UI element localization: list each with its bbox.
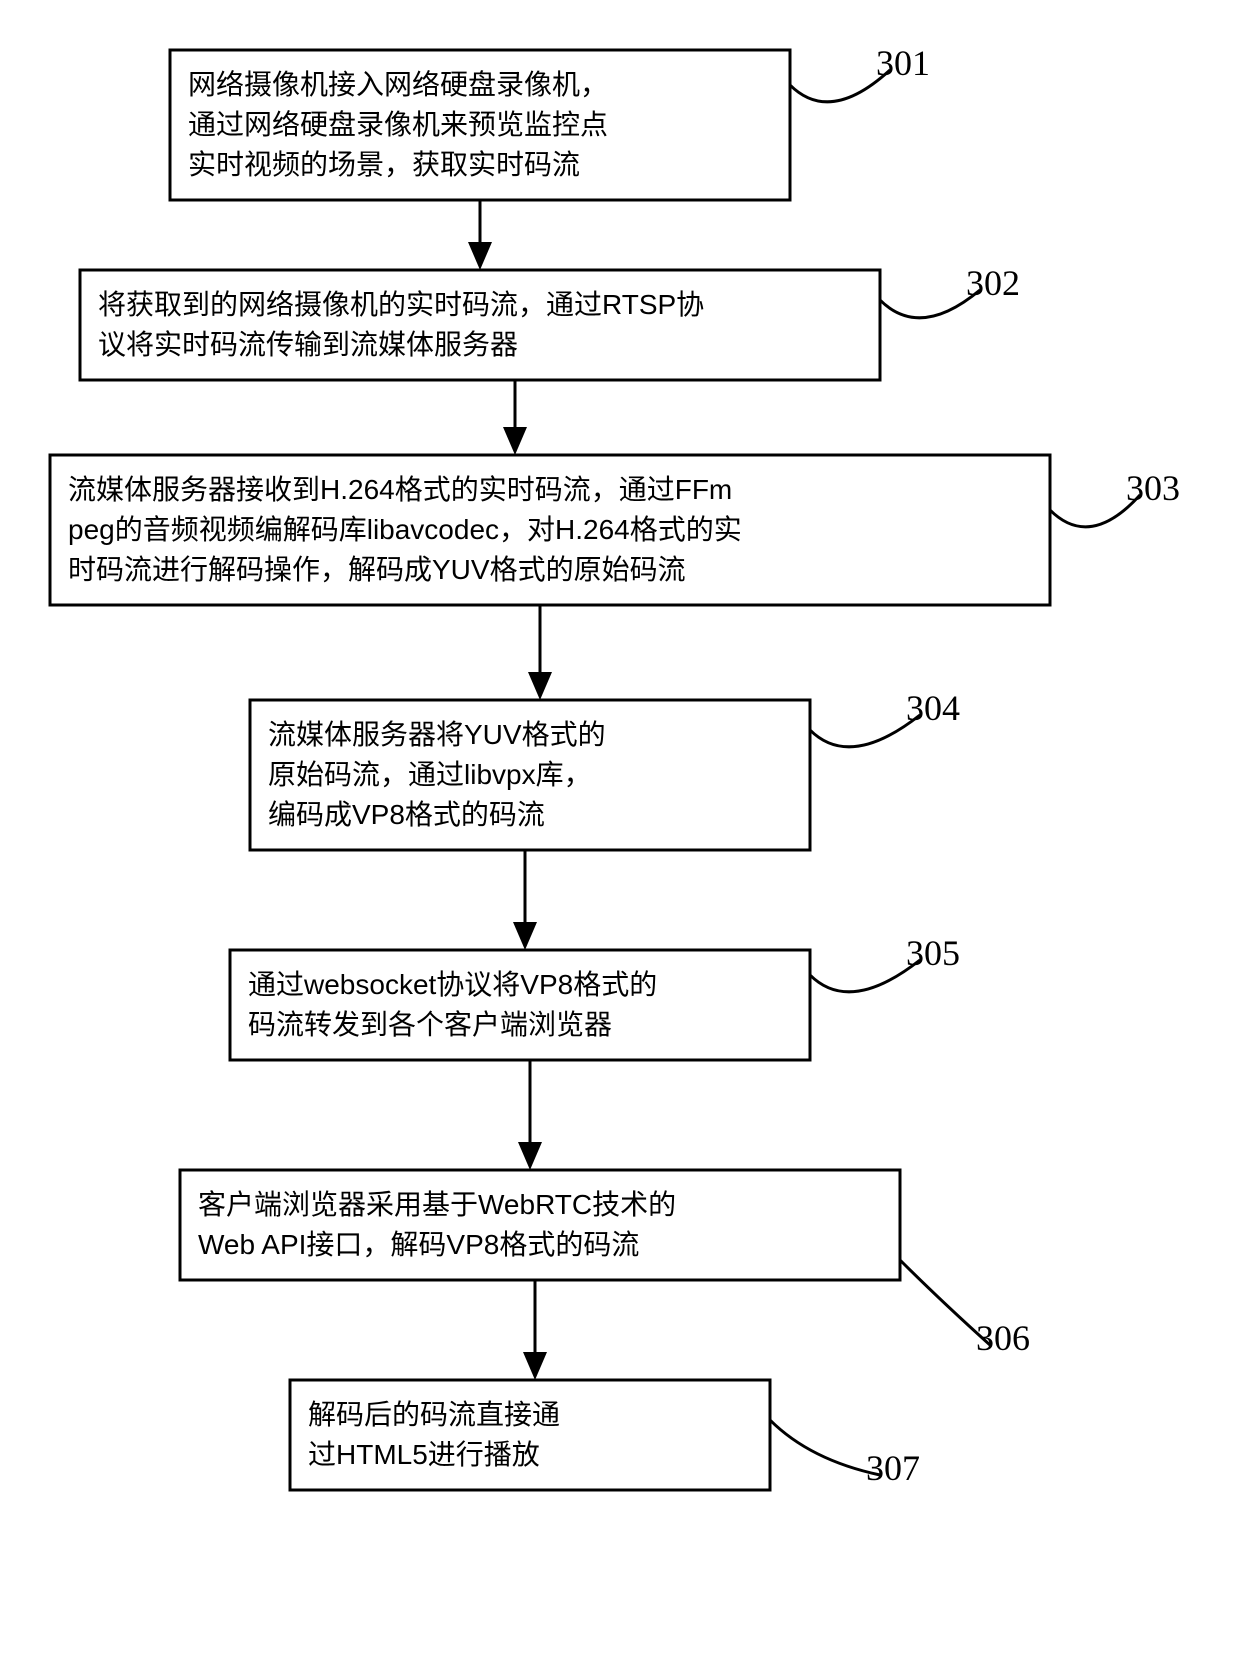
flow-node-n306: 客户端浏览器采用基于WebRTC技术的 Web API接口，解码VP8格式的码流 3… (180, 1170, 1030, 1358)
node-label: 302 (966, 263, 1020, 303)
node-text-line: 将获取到的网络摄像机的实时码流，通过RTSP协 (98, 289, 704, 320)
flow-node-n302: 将获取到的网络摄像机的实时码流，通过RTSP协议将实时码流传输到流媒体服务器 30… (80, 263, 1020, 380)
flow-node-n305: 通过websocket协议将VP8格式的码流转发到各个客户端浏览器 305 (230, 933, 960, 1060)
node-text-line: 实时视频的场景，获取实时码流 (188, 149, 580, 180)
node-text-line: 过HTML5进行播放 (308, 1439, 540, 1470)
leader-line (810, 960, 920, 992)
arrow-head (523, 1352, 547, 1380)
flow-arrow (503, 380, 527, 455)
flow-arrow (518, 1060, 542, 1170)
flow-arrow (528, 605, 552, 700)
node-text-line: 编码成VP8格式的码流 (268, 799, 545, 830)
node-label: 305 (906, 933, 960, 973)
arrow-head (518, 1142, 542, 1170)
node-text-line: 客户端浏览器采用基于WebRTC技术的 (198, 1189, 676, 1220)
flow-node-n301: 网络摄像机接入网络硬盘录像机， 通过网络硬盘录像机来预览监控点实时视频的场景，获取… (170, 43, 930, 200)
node-label: 304 (906, 688, 960, 728)
node-text-line: 码流转发到各个客户端浏览器 (248, 1009, 612, 1040)
arrow-head (468, 242, 492, 270)
node-text-line: 流媒体服务器将YUV格式的 (268, 719, 606, 750)
flow-node-n307: 解码后的码流直接通过HTML5进行播放 307 (290, 1380, 920, 1490)
node-text-line: 时码流进行解码操作，解码成YUV格式的原始码流 (68, 554, 686, 585)
node-text-line: 流媒体服务器接收到H.264格式的实时码流，通过FFm (68, 474, 732, 505)
node-label: 303 (1126, 468, 1180, 508)
node-text-line: 通过websocket协议将VP8格式的 (248, 969, 657, 1000)
node-text-line: Web API接口，解码VP8格式的码流 (198, 1229, 639, 1260)
flow-node-n303: 流媒体服务器接收到H.264格式的实时码流，通过FFm peg的音频视频编解码库l… (50, 455, 1180, 605)
node-box (290, 1380, 770, 1490)
flow-arrow (513, 850, 537, 950)
leader-line (810, 715, 920, 747)
leader-line (880, 290, 980, 318)
flow-arrow (523, 1280, 547, 1380)
leader-line (770, 1420, 880, 1475)
node-text-line: 议将实时码流传输到流媒体服务器 (98, 329, 518, 360)
arrow-head (503, 427, 527, 455)
node-label: 301 (876, 43, 930, 83)
arrow-head (528, 672, 552, 700)
node-text-line: 解码后的码流直接通 (308, 1399, 560, 1430)
flow-arrow (468, 200, 492, 270)
flowchart-canvas: 网络摄像机接入网络硬盘录像机， 通过网络硬盘录像机来预览监控点实时视频的场景，获取… (0, 0, 1240, 1679)
node-box (230, 950, 810, 1060)
node-label: 307 (866, 1448, 920, 1488)
node-text-line: peg的音频视频编解码库libavcodec，对H.264格式的实 (68, 514, 742, 545)
node-text-line: 通过网络硬盘录像机来预览监控点 (188, 109, 608, 140)
node-text-line: 原始码流，通过libvpx库， (268, 759, 592, 790)
node-text-line: 网络摄像机接入网络硬盘录像机， (188, 69, 608, 100)
node-box (180, 1170, 900, 1280)
arrow-head (513, 922, 537, 950)
leader-line (790, 70, 890, 102)
flow-node-n304: 流媒体服务器将YUV格式的原始码流，通过libvpx库， 编码成VP8格式的码流 3… (250, 688, 960, 850)
node-label: 306 (976, 1318, 1030, 1358)
node-box (80, 270, 880, 380)
